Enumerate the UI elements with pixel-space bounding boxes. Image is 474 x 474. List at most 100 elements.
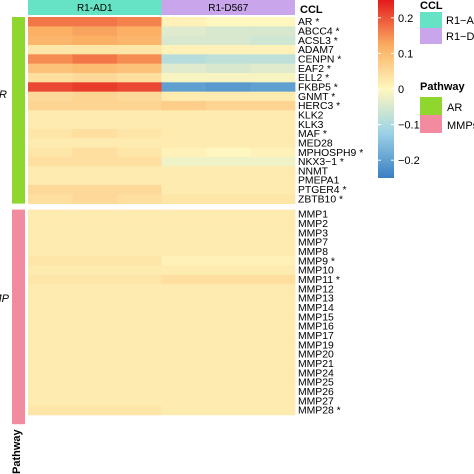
heatmap-cell [206,119,251,130]
heatmap-cell [161,82,207,93]
heatmap-cell [72,265,118,276]
row-label: CENPN * [298,54,341,65]
pathway-annotation-2 [12,209,25,425]
heatmap-cell [117,147,162,158]
heatmap-cell [28,293,73,304]
heatmap-cell [117,17,162,27]
heatmap-cell [161,110,207,121]
heatmap-cell [161,293,207,304]
heatmap-cell [72,321,118,332]
heatmap-cell [250,156,296,167]
heatmap-cell [206,246,251,257]
heatmap-cell [28,330,73,341]
heatmap-cell [161,274,207,285]
ccl-legend-title: CCL [420,0,443,12]
heatmap-cell [161,138,207,149]
heatmap-cell [250,209,296,220]
row-label: KLK3 [298,120,324,131]
heatmap-cell [250,321,296,332]
heatmap-cell [72,218,118,229]
heatmap-cell [28,184,73,195]
row-label: MMP10 [298,266,334,277]
heatmap-cell [72,156,118,167]
heatmap-cell [28,138,73,149]
heatmap-cell [117,175,162,186]
heatmap-cell [117,340,162,350]
heatmap-cell [28,119,73,130]
heatmap-cell [28,349,73,360]
heatmap-cell [117,100,162,111]
row-label: HERC3 * [298,101,340,112]
heatmap-cell [161,175,207,186]
row-label: KLK2 [298,110,324,121]
row-label: MMP3 [298,228,328,239]
heatmap-cell [28,166,73,177]
heatmap-cell [250,284,296,294]
heatmap-cell [206,358,251,369]
heatmap-cell [161,166,207,177]
heatmap-cell [117,246,162,257]
heatmap-cell [250,63,296,74]
color-scale-ticks: 0.2 0.1 0 −0.1 −0.2 [378,13,420,167]
heatmap-cell [250,72,296,83]
heatmap-cell [206,17,251,27]
row-label: MED28 [298,138,333,149]
heatmap-cell [161,184,207,195]
ccl-annotation-1 [28,0,162,15]
heatmap-cell [72,91,118,102]
row-label: MMP25 [298,378,334,389]
heatmap-cell [72,386,118,397]
heatmap-cell [117,293,162,304]
heatmap-cell [250,35,296,46]
heatmap-cell [206,274,251,285]
heatmap-cell [250,128,296,139]
ccl-annotation-label-1: R1-AD1 [77,3,113,14]
heatmap-cell [161,368,207,378]
heatmap-cell [250,54,296,65]
heatmap-cell [206,386,251,397]
heatmap-cell [117,377,162,388]
heatmap-cell [117,256,162,266]
pathway-legend-item-2: MMPs [447,120,474,132]
heatmap-cell [250,26,296,37]
heatmap-cell [250,175,296,186]
row-label: MMP8 [298,247,328,258]
heatmap-cell [250,147,296,158]
heatmap-cell [206,368,251,378]
heatmap-cell [161,17,207,27]
heatmap-cell [161,386,207,397]
row-label: MMP1 [298,210,328,221]
heatmap-cell [250,194,296,204]
heatmap-cell [161,330,207,341]
heatmap-cell [117,166,162,177]
heatmap-cell [117,265,162,276]
heatmap-cell [28,63,73,74]
heatmap-cell [72,312,118,322]
heatmap-cell [250,358,296,369]
heatmap-cell [161,156,207,167]
heatmap-cell [28,82,73,93]
heatmap-cell [206,396,251,406]
heatmap-cell [28,396,73,406]
color-scale-tick-label: −0.2 [398,155,420,167]
heatmap-cell [250,184,296,195]
heatmap-cell [72,119,118,130]
pathway-legend-item-1: AR [447,102,462,114]
heatmap-cell [28,256,73,266]
heatmap-cell [250,349,296,360]
heatmap-cell [206,63,251,74]
heatmap-cell [206,175,251,186]
heatmap-cell [117,209,162,220]
color-scale-tick-label: 0 [398,84,404,96]
heatmap-cell [72,128,118,139]
row-label: PTGER4 * [298,185,347,196]
heatmap-cell [206,330,251,341]
heatmap-cell [72,358,118,369]
heatmap-cell [28,358,73,369]
row-label: ADAM7 [298,45,334,56]
heatmap-cell [72,405,118,416]
row-label: MMP12 [298,284,334,295]
column-annotation: R1-AD1 R1-D567 [28,0,295,15]
